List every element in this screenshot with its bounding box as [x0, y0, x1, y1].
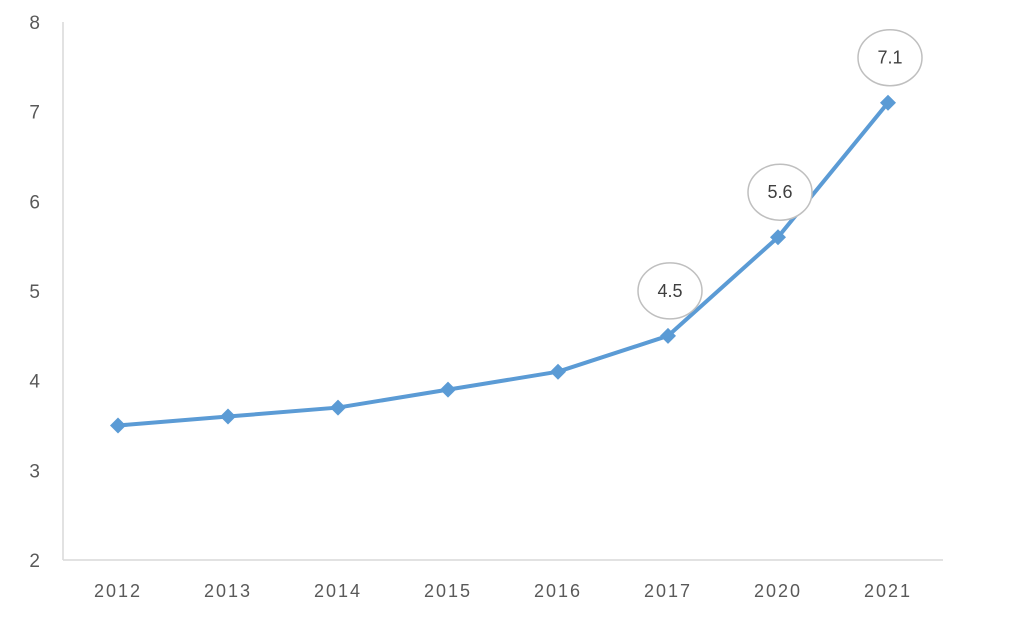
y-tick-label: 6 [29, 192, 40, 213]
data-point-marker [550, 363, 566, 380]
y-tick-label: 4 [29, 372, 40, 393]
x-tick-labels: 2012 2013 2014 2015 2016 2017 2020 2021 [94, 581, 912, 601]
data-label-bubble [637, 262, 703, 320]
data-point-marker [770, 229, 786, 246]
x-tick-label: 2015 [424, 581, 472, 601]
x-tick-label: 2020 [754, 581, 802, 601]
data-label: 5.6 [767, 182, 792, 202]
data-point-marker [440, 381, 456, 398]
y-tick-labels: 2 3 4 5 6 7 8 [29, 13, 40, 572]
series-layer [110, 94, 896, 434]
y-tick-label: 2 [29, 551, 40, 572]
y-tick-label: 5 [29, 282, 40, 303]
data-labels: 4.5 5.6 7.1 [637, 28, 923, 320]
data-label: 7.1 [877, 48, 902, 68]
x-tick-label: 2013 [204, 581, 252, 601]
data-label: 4.5 [657, 281, 682, 301]
x-tick-label: 2014 [314, 581, 362, 601]
y-tick-label: 3 [29, 461, 40, 482]
x-tick-label: 2016 [534, 581, 582, 601]
y-tick-label: 8 [29, 13, 40, 34]
data-point-marker [220, 408, 236, 425]
series-line [116, 100, 890, 428]
x-tick-label: 2017 [644, 581, 692, 601]
axes [62, 22, 943, 561]
data-label-bubble [747, 163, 813, 221]
data-point-marker [880, 94, 896, 111]
x-tick-label: 2012 [94, 581, 142, 601]
y-tick-label: 7 [29, 103, 40, 124]
data-label-bubble [857, 28, 923, 87]
data-point-marker [660, 327, 676, 344]
data-point-marker [110, 417, 126, 434]
data-point-marker [330, 399, 346, 416]
x-tick-label: 2021 [864, 581, 912, 601]
